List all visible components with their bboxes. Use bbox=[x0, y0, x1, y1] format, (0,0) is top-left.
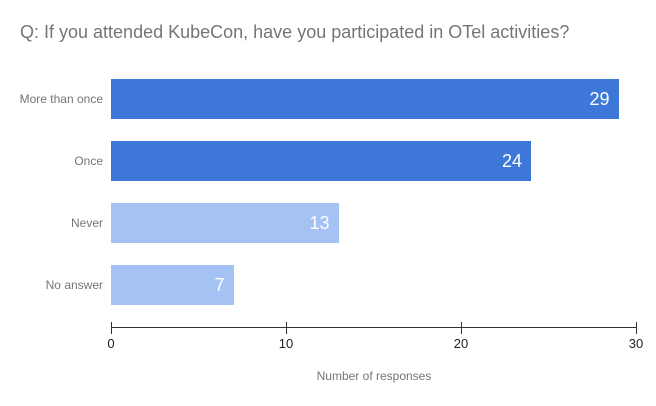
x-tick-label: 20 bbox=[453, 336, 469, 351]
x-tick-label: 10 bbox=[278, 336, 294, 351]
bar-row: Never 13 bbox=[0, 203, 656, 243]
bar: 7 bbox=[111, 265, 234, 305]
x-tick bbox=[461, 322, 462, 334]
value-label: 29 bbox=[589, 89, 610, 109]
x-tick-label: 0 bbox=[107, 336, 115, 351]
bar: 29 bbox=[111, 79, 619, 119]
bar-row: No answer 7 bbox=[0, 265, 656, 305]
bar-row: More than once 29 bbox=[0, 79, 656, 119]
category-label: Once bbox=[74, 154, 103, 168]
value-label: 13 bbox=[309, 213, 330, 233]
x-tick-label: 30 bbox=[628, 336, 644, 351]
x-tick bbox=[636, 322, 637, 334]
chart-title: Q: If you attended KubeCon, have you par… bbox=[20, 22, 570, 42]
bar: 13 bbox=[111, 203, 339, 243]
x-axis-title: Number of responses bbox=[316, 369, 432, 383]
x-axis-line bbox=[111, 327, 637, 328]
x-tick bbox=[286, 322, 287, 334]
bar: 24 bbox=[111, 141, 531, 181]
category-label: Never bbox=[70, 216, 103, 230]
category-label: More than once bbox=[19, 92, 103, 106]
value-label: 24 bbox=[501, 151, 522, 171]
bar-row: Once 24 bbox=[0, 141, 656, 181]
category-label: No answer bbox=[45, 278, 103, 292]
value-label: 7 bbox=[214, 275, 225, 295]
x-tick bbox=[111, 322, 112, 334]
